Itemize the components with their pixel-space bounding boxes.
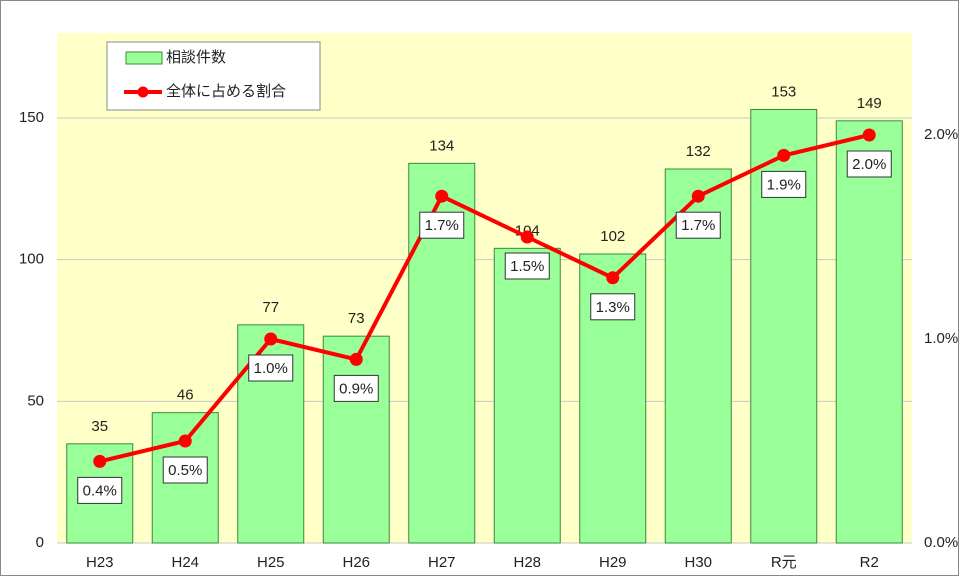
line-marker bbox=[777, 148, 791, 162]
data-label-box bbox=[590, 293, 636, 321]
data-label-box bbox=[846, 150, 892, 178]
bar-value-label: 73 bbox=[348, 310, 365, 327]
bar bbox=[835, 120, 903, 544]
line-value-label: 1.0% bbox=[254, 360, 288, 377]
data-label-box bbox=[761, 170, 807, 198]
x-tick-label: H26 bbox=[342, 554, 370, 571]
bar-value-label: 35 bbox=[91, 418, 108, 435]
line-value-label: 1.9% bbox=[767, 176, 801, 193]
bar-value-label: 102 bbox=[600, 228, 625, 245]
line-value-label: 1.5% bbox=[510, 258, 544, 275]
line-marker bbox=[264, 332, 278, 346]
line-marker bbox=[520, 230, 534, 244]
x-tick-label: R元 bbox=[771, 554, 797, 571]
bar bbox=[493, 247, 561, 544]
x-tick-label: H23 bbox=[86, 554, 114, 571]
line-value-label: 1.3% bbox=[596, 299, 630, 316]
line bbox=[99, 133, 870, 464]
y-tick-label: 50 bbox=[27, 392, 44, 409]
y2-tick-label: 1.0% bbox=[924, 330, 958, 347]
line-value-label: 1.7% bbox=[425, 217, 459, 234]
x-tick-label: H30 bbox=[684, 554, 712, 571]
line-marker bbox=[178, 434, 192, 448]
bar-value-label: 77 bbox=[262, 299, 279, 316]
x-tick-label: R2 bbox=[860, 554, 879, 571]
line-marker bbox=[93, 454, 107, 468]
line-value-label: 0.9% bbox=[339, 380, 373, 397]
legend-marker bbox=[137, 86, 149, 98]
line-marker bbox=[606, 271, 620, 285]
bar-value-label: 132 bbox=[686, 143, 711, 160]
data-label-box bbox=[162, 456, 208, 484]
legend-label: 相談件数 bbox=[166, 49, 226, 66]
line-value-label: 1.7% bbox=[681, 217, 715, 234]
line-marker bbox=[435, 189, 449, 203]
data-label-box bbox=[675, 211, 721, 239]
line-marker bbox=[349, 352, 363, 366]
bar-value-label: 153 bbox=[771, 83, 796, 100]
legend-label: 全体に占める割合 bbox=[166, 82, 286, 100]
legend-swatch bbox=[125, 51, 163, 65]
y-tick-label: 0 bbox=[36, 534, 44, 551]
line-marker bbox=[862, 128, 876, 142]
data-label-box bbox=[419, 211, 465, 239]
line-value-label: 2.0% bbox=[852, 156, 886, 173]
y2-tick-label: 0.0% bbox=[924, 534, 958, 551]
x-tick-label: H27 bbox=[428, 554, 456, 571]
bar bbox=[322, 335, 390, 544]
x-tick-label: H25 bbox=[257, 554, 285, 571]
data-label-box bbox=[248, 354, 294, 382]
y-tick-label: 150 bbox=[19, 109, 44, 126]
data-label-box bbox=[333, 374, 379, 402]
y2-tick-label: 2.0% bbox=[924, 126, 958, 143]
x-tick-label: H29 bbox=[599, 554, 627, 571]
y-tick-label: 100 bbox=[19, 251, 44, 268]
bar-value-label: 46 bbox=[177, 387, 194, 404]
bar-value-label: 134 bbox=[429, 137, 454, 154]
line-marker bbox=[691, 189, 705, 203]
line-value-label: 0.4% bbox=[83, 482, 117, 499]
x-tick-label: H24 bbox=[171, 554, 199, 571]
data-label-box bbox=[77, 476, 123, 504]
x-tick-label: H28 bbox=[513, 554, 541, 571]
bar-value-label: 149 bbox=[857, 95, 882, 112]
data-label-box bbox=[504, 252, 550, 280]
line-value-label: 0.5% bbox=[168, 462, 202, 479]
